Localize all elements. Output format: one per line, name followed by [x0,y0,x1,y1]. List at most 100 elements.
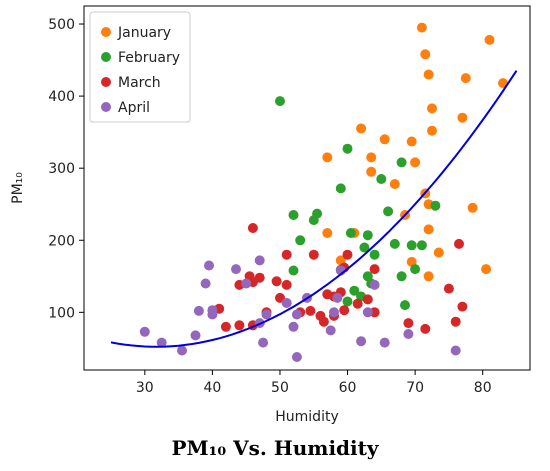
point-april-24 [362,307,373,318]
legend-label-january: January [117,25,171,41]
y-tick-label-500: 500 [48,17,75,33]
point-march-22 [339,305,350,316]
x-tick-label-40: 40 [203,380,221,396]
point-february-23 [410,264,421,275]
point-april-5 [200,278,211,289]
point-april-4 [193,305,204,316]
point-april-27 [403,329,414,339]
point-march-2 [234,320,245,331]
point-january-14 [427,103,437,114]
point-february-7 [335,183,346,194]
point-february-17 [383,206,394,217]
x-tick-label-30: 30 [136,380,154,396]
point-february-19 [396,157,407,168]
point-march-26 [362,294,373,305]
point-february-21 [400,300,410,311]
trend-line [110,70,518,348]
point-january-6 [379,134,390,145]
point-april-13 [258,337,269,348]
point-april-15 [281,298,292,308]
point-january-21 [484,34,495,45]
point-march-32 [450,316,461,327]
point-april-0 [139,326,150,337]
point-february-24 [416,240,427,251]
point-march-15 [308,249,319,260]
legend-label-march: March [118,75,161,91]
point-march-11 [281,279,292,290]
point-march-12 [281,249,292,260]
point-march-5 [247,223,258,233]
point-february-10 [349,285,360,296]
point-april-3 [190,330,201,341]
point-april-9 [231,264,241,275]
point-january-26 [423,271,434,282]
point-january-3 [356,123,367,134]
point-january-25 [423,224,434,235]
point-january-10 [410,157,421,168]
y-tick-label-400: 400 [48,89,75,105]
point-january-5 [366,166,377,177]
point-april-17 [291,352,302,362]
legend-label-april: April [118,100,150,116]
x-tick-label-50: 50 [271,380,289,396]
point-march-33 [454,238,464,249]
point-april-25 [369,279,380,290]
x-tick-label-70: 70 [406,380,424,396]
legend-marker-april [101,102,111,112]
point-march-14 [305,305,316,316]
point-march-1 [220,321,231,332]
point-march-24 [342,249,353,260]
y-tick-label-300: 300 [48,161,75,177]
point-february-20 [396,271,407,282]
x-tick-label-80: 80 [474,380,492,396]
point-january-20 [481,264,492,275]
point-april-11 [254,255,265,266]
y-axis-label: PM₁₀ [10,172,26,204]
point-april-26 [379,337,390,348]
point-january-18 [460,73,471,84]
point-april-1 [156,337,167,348]
point-march-30 [420,323,431,334]
scatter-chart: 30 40 50 60 70 80 100 200 300 400 500 Humidity PM… [10,5,531,425]
point-february-5 [288,265,299,276]
point-february-8 [342,143,353,154]
point-february-13 [362,230,373,241]
point-february-9 [345,228,356,238]
point-january-4 [366,152,377,163]
point-february-2 [295,235,306,246]
legend-box [89,11,191,123]
point-april-14 [261,309,272,320]
point-february-25 [430,200,441,211]
point-january-0 [322,152,333,163]
point-february-0 [275,96,285,107]
point-april-28 [450,345,461,356]
legend-label-february: February [118,50,180,66]
point-january-13 [423,69,434,80]
point-march-9 [271,276,282,287]
point-april-6 [204,260,214,271]
point-january-19 [467,202,478,213]
point-april-29 [291,309,302,320]
figure-caption: PM₁₀ Vs. Humidity [171,436,379,460]
point-april-8 [207,305,218,316]
point-january-7 [389,179,400,189]
point-february-1 [288,210,299,220]
y-tick-label-100: 100 [48,305,75,321]
point-january-9 [406,136,417,147]
point-march-34 [457,301,468,312]
x-tick-label-60: 60 [339,380,357,396]
point-february-4 [312,208,323,219]
y-axis-ticks: 100 200 300 400 500 [48,17,84,321]
point-april-10 [241,278,252,289]
point-january-2 [322,228,333,238]
point-january-16 [433,247,444,258]
x-axis-ticks: 30 40 50 60 70 80 [136,370,492,396]
point-april-16 [288,321,299,332]
point-february-16 [376,174,387,184]
point-january-17 [457,112,468,123]
point-january-11 [416,22,427,33]
legend-marker-february [101,52,111,62]
legend: January February March April [89,11,191,123]
point-april-21 [332,292,343,303]
point-march-27 [369,264,380,275]
